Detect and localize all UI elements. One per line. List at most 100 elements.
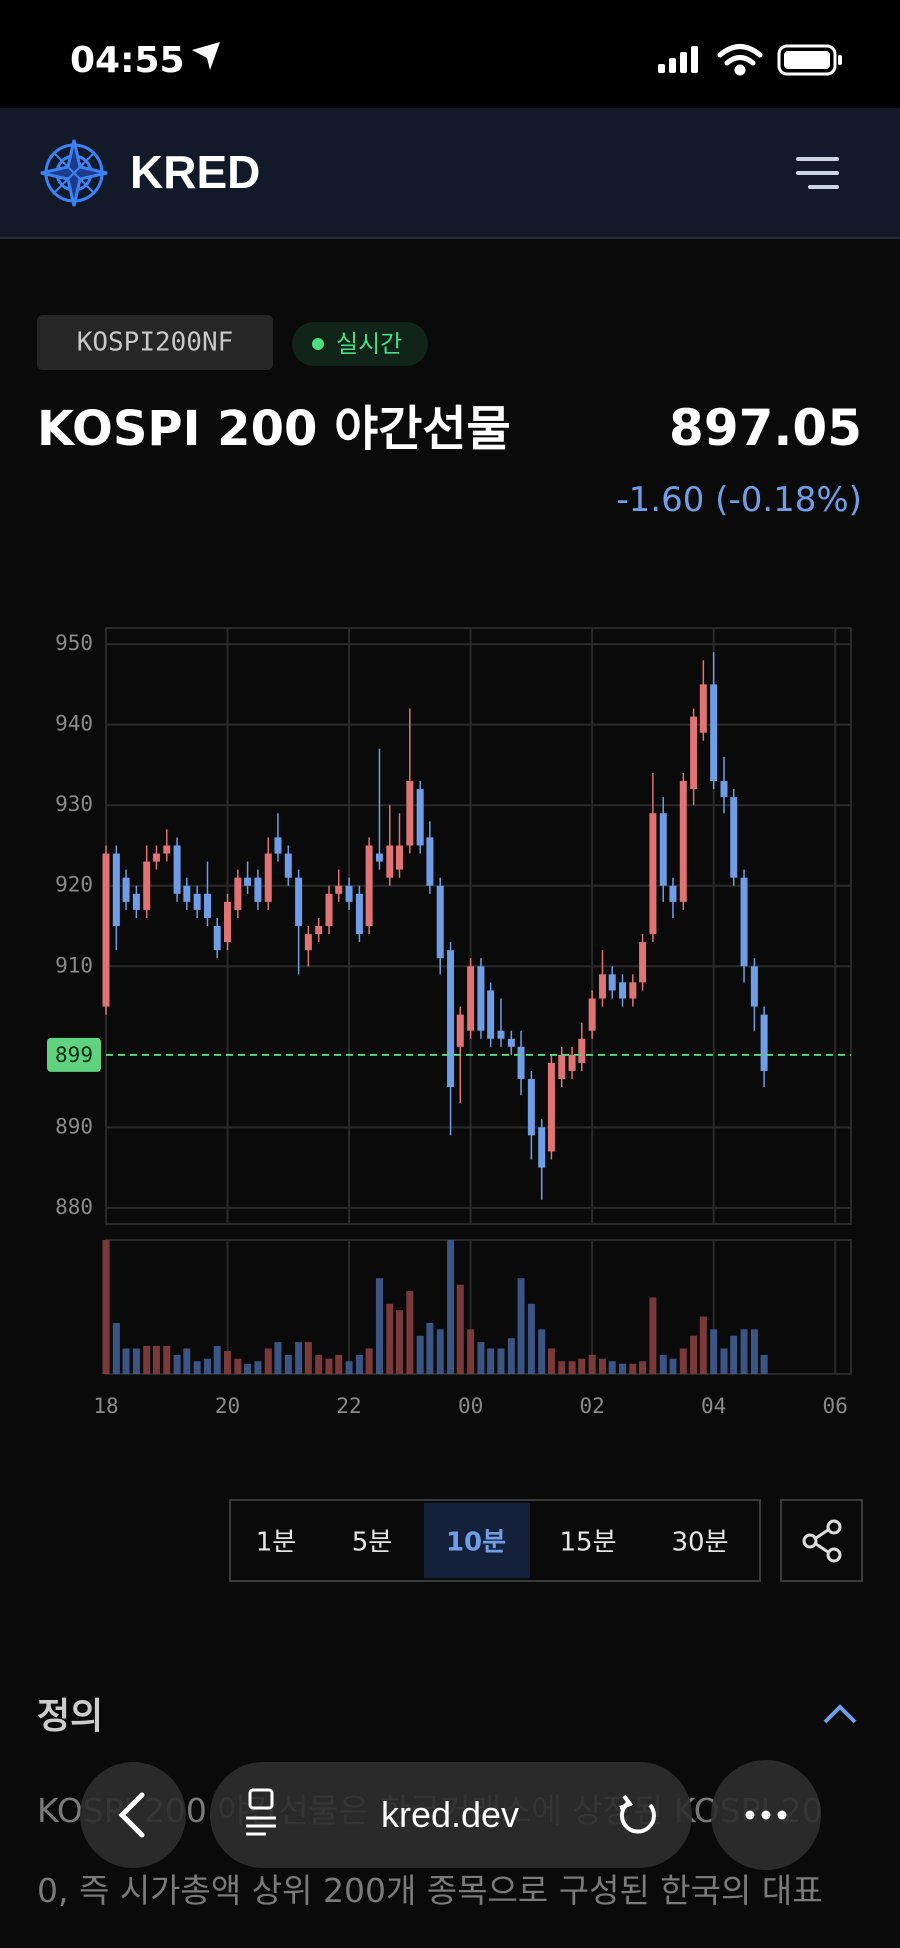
candle-body [102,853,110,1007]
candle-body [132,893,140,910]
volume-bar [538,1329,546,1374]
candle-body [416,789,424,846]
candle-body [619,982,627,999]
status-bar [0,0,900,108]
definition-line: 0, 즉 시가총액 상위 200개 종목으로 구성된 한국의 대표 [37,1871,823,1910]
url-bar[interactable] [210,1762,692,1868]
volume-bar [234,1358,242,1374]
volume-bar [547,1348,555,1374]
reload-icon[interactable] [619,1801,656,1834]
x-tick-label: 06 [823,1394,848,1418]
volume-bar [335,1354,343,1374]
candle-body [304,934,312,951]
volume-bar [193,1361,201,1374]
volume-bar [760,1354,768,1374]
chart: 880 890 910 920 930 940 950 18 20 22 00 02 04 06 899 [47,627,852,1418]
menu-button[interactable] [796,157,839,189]
brand[interactable]: KRED [130,146,260,198]
x-tick-label: 18 [93,1394,118,1418]
volume-bar [507,1338,515,1374]
candle-body [213,926,221,951]
volume-bar [720,1348,728,1374]
timeframe-button[interactable]: 5분 [352,1528,392,1558]
volume-bar [152,1345,160,1374]
timeframe-button[interactable]: 30분 [671,1528,728,1558]
logo[interactable] [40,139,108,207]
more-icon [745,1810,787,1820]
timeframe-button[interactable]: 10분 [446,1528,506,1558]
volume-bar [568,1361,576,1374]
candle-body [558,1054,566,1080]
volume-bar [375,1278,383,1374]
candle-body [730,797,738,878]
url-text: kred.dev [381,1794,519,1835]
section-title: 정의 [37,1696,103,1737]
y-tick-label: 930 [55,792,93,816]
candle-body [315,926,323,935]
volume-bar [406,1291,414,1374]
volume-bar [669,1358,677,1374]
clock: 04:55 [70,40,185,81]
volume-bar [598,1358,606,1374]
candle-body [143,861,151,910]
volume-bar [274,1342,282,1374]
collapse-icon[interactable] [823,1704,857,1724]
candle-body [122,877,130,902]
candle-body [598,974,606,999]
candle-body [568,1054,576,1071]
timeframe-active-bg [424,1503,530,1578]
wifi-icon [717,44,763,76]
share-button[interactable] [780,1499,863,1582]
back-button[interactable] [80,1762,186,1868]
candle-body [699,684,707,733]
candle-body [487,990,495,1039]
volume-bar [447,1240,455,1374]
candle-body [224,901,232,943]
volume-bar [690,1335,698,1374]
candle-body [517,1046,525,1080]
candle-body [193,893,201,910]
code-text: KOSPI200NF [77,328,234,358]
candle-body [173,845,181,894]
x-tick-label: 04 [701,1394,726,1418]
candle-body [538,1127,546,1168]
header [0,108,900,238]
volume-bar [487,1348,495,1374]
candle-body [426,837,434,886]
live-text: 실시간 [336,330,402,358]
volume-bar [122,1348,130,1374]
candle-body [447,950,455,1088]
candle-body [679,781,687,902]
volume-bar [740,1329,748,1374]
candle-body [386,845,394,878]
y-tick-label: 940 [55,712,93,736]
volume-bar [365,1348,373,1374]
y-tick-label: 950 [55,631,93,655]
candle-body [690,716,698,790]
candle-body [183,885,191,902]
volume-bar [304,1342,312,1374]
timeframe-button[interactable]: 1분 [256,1528,296,1558]
timeframe-buttons: 1분 5분 10분 15분 30분 [256,1503,729,1578]
candle-body [152,853,160,862]
volume-bar [426,1322,434,1374]
volume-bar [710,1329,718,1374]
volume-bar [477,1342,485,1374]
reload-arrow [619,1794,634,1810]
candle-body [406,781,414,846]
y-tick-label: 890 [55,1114,93,1138]
y-tick-label: 920 [55,873,93,897]
candle-body [234,877,242,910]
candle-body [355,893,363,935]
candle-body [669,885,677,902]
volume-bar [679,1348,687,1374]
timeframe-button[interactable]: 15분 [559,1528,616,1558]
volume-bar [456,1284,464,1374]
back-icon [118,1792,145,1838]
volume-bar [608,1361,616,1374]
candle-body [295,877,303,926]
x-tick-label: 22 [336,1394,361,1418]
y-tick-label: 880 [55,1195,93,1219]
volume-bar [386,1303,394,1374]
candle-body [467,966,475,1031]
